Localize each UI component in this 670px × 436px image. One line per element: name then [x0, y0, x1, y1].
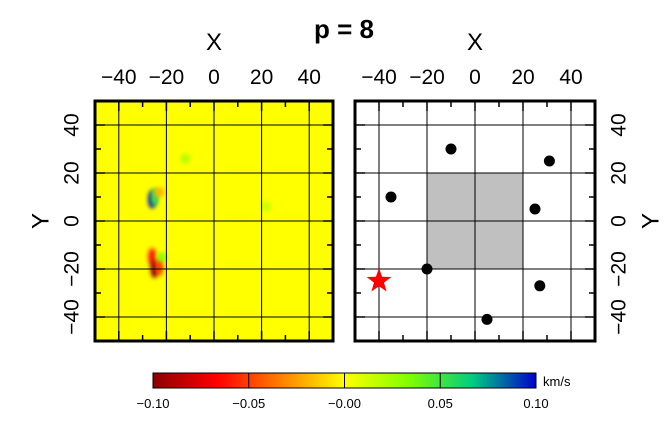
right-y-tick-labels: −40 −20 0 20 40: [608, 113, 631, 334]
colorbar-tick-label: −0.05: [232, 396, 265, 411]
y-tick-label: −40: [608, 299, 631, 335]
colorbar-tick-label: −0.10: [137, 396, 170, 411]
y-tick-label: 0: [61, 215, 84, 227]
right-x-tick-labels: −40 −20 0 20 40: [361, 66, 582, 89]
y-tick-label: 0: [608, 215, 631, 227]
left-y-axis-label: Y: [27, 213, 54, 229]
chart-title: p = 8: [314, 14, 374, 44]
left-y-tick-labels: −40 −20 0 20 40: [61, 113, 84, 334]
colorbar: −0.10 −0.05 −0.00 0.05 0.10 km/s: [137, 372, 571, 411]
left-plot-frame: [93, 99, 335, 343]
x-tick-label: 40: [559, 66, 582, 89]
x-tick-label: −40: [101, 66, 137, 89]
station-marker: [529, 203, 541, 215]
station-marker: [445, 143, 457, 155]
station-marker: [481, 313, 493, 325]
x-tick-label: −20: [409, 66, 445, 89]
colorbar-ticks: [248, 373, 441, 388]
x-tick-label: 0: [208, 66, 220, 89]
y-tick-label: −40: [61, 299, 84, 335]
left-grid: [95, 101, 333, 341]
heatmap-anomaly: [156, 252, 167, 262]
left-x-axis-label: X: [206, 29, 222, 56]
station-marker: [421, 263, 433, 275]
x-tick-label: 40: [298, 66, 321, 89]
heatmap-anomaly: [261, 201, 272, 212]
colorbar-tick-label: 0.05: [428, 396, 453, 411]
y-tick-label: 40: [61, 113, 84, 136]
y-tick-label: −20: [608, 251, 631, 287]
colorbar-tick-label: −0.00: [328, 396, 361, 411]
star-marker: [366, 268, 392, 292]
right-x-axis-label: X: [467, 29, 483, 56]
right-panel-stations: X Y −40 −20 0 20 40 −40 −20 0 20 40: [353, 29, 664, 343]
station-marker: [385, 191, 397, 203]
x-tick-label: −20: [149, 66, 185, 89]
colorbar-unit: km/s: [543, 374, 571, 389]
colorbar-tick-labels: −0.10 −0.05 −0.00 0.05 0.10: [137, 396, 549, 411]
y-tick-label: −20: [61, 251, 84, 287]
y-tick-label: 20: [608, 161, 631, 184]
colorbar-tick-label: 0.10: [523, 396, 548, 411]
heatmap-anomaly: [155, 257, 164, 276]
station-marker: [543, 155, 555, 167]
x-tick-label: 20: [250, 66, 273, 89]
station-markers: [385, 143, 555, 325]
y-tick-label: 20: [61, 161, 84, 184]
heatmap-anomaly: [180, 153, 191, 164]
left-x-tick-labels: −40 −20 0 20 40: [101, 66, 321, 89]
x-tick-label: −40: [361, 66, 397, 89]
heatmap-anomaly: [154, 187, 165, 198]
x-tick-label: 20: [511, 66, 534, 89]
station-marker: [534, 280, 546, 292]
right-grid: [355, 101, 595, 341]
y-tick-label: 40: [608, 113, 631, 136]
left-panel-heatmap: X Y −40 −20 0 20 40 −40 −20 0 20 40: [27, 29, 335, 343]
right-y-axis-label: Y: [637, 213, 664, 229]
x-tick-label: 0: [469, 66, 481, 89]
right-plot-frame: [353, 99, 597, 343]
